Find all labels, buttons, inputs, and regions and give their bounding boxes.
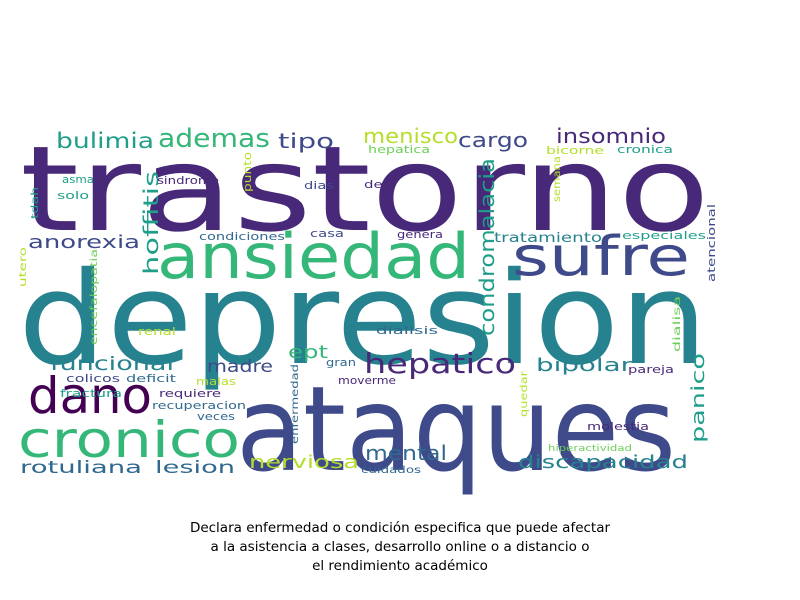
word-recuperacion: recuperacion <box>152 399 246 412</box>
word-ataques: ataques <box>236 360 676 498</box>
word-malas: malas <box>196 375 236 388</box>
word-cronica: cronica <box>617 143 673 156</box>
word-cargo: cargo <box>458 128 528 152</box>
word-bulimia: bulimia <box>56 129 154 153</box>
word-genera: genera <box>397 228 443 241</box>
word-veces: veces <box>197 410 235 423</box>
word-menisco: menisco <box>363 124 458 148</box>
word-anorexia: anorexia <box>28 232 140 253</box>
word-bipolar: bipolar <box>536 355 633 376</box>
word-ansiedad: ansiedad <box>157 220 470 293</box>
word-enfermedad: enfermedad <box>290 364 301 444</box>
word-dialisis: dialisis <box>376 324 438 337</box>
caption-line-1: Declara enfermedad o condición especific… <box>189 520 611 536</box>
word-poder: poder <box>95 180 106 217</box>
word-colicos: colicos <box>66 372 120 385</box>
word-punto: punto <box>241 152 254 192</box>
word-quedar: quedar <box>519 370 530 417</box>
word-encefalopatia: encefalopatia <box>89 249 100 345</box>
word-solo: solo <box>57 189 89 202</box>
word-condiciones: condiciones <box>199 230 285 243</box>
word-hiperactividad: hiperactividad <box>548 444 632 454</box>
word-fractura: fractura <box>60 387 122 400</box>
word-deficit: deficit <box>126 372 177 385</box>
word-atencional: atencional <box>705 204 718 282</box>
word-sufre: sufre <box>512 225 690 288</box>
word-bicorne: bicorne <box>546 144 604 157</box>
word-dialisa: dialisa <box>672 296 683 352</box>
word-discapacidad: discapacidad <box>518 452 688 473</box>
word-sindrome: sindrome <box>157 174 219 187</box>
word-molestia: molestia <box>587 420 649 433</box>
word-mental: mental <box>365 441 447 465</box>
word-dias: dias <box>304 179 334 192</box>
caption-line-2: a la asistencia a clases, desarrollo onl… <box>210 539 590 555</box>
word-hoffitis: hoffitis <box>139 171 163 275</box>
word-depresion: depresion <box>18 245 708 394</box>
word-insomnio: insomnio <box>556 124 666 148</box>
word-especiales: especiales <box>622 229 706 242</box>
word-gran: gran <box>326 356 356 369</box>
word-semana: semana <box>552 156 563 202</box>
word-cuidados: cuidados <box>361 465 421 476</box>
word-hepatico: hepatico <box>364 347 516 380</box>
word-ept: ept <box>288 342 328 363</box>
word-utero: utero <box>18 247 29 287</box>
word-ademas: ademas <box>158 124 270 154</box>
word-trastorno: trastorno <box>20 120 710 258</box>
word-panico: panico <box>688 353 709 443</box>
word-hepatica: hepatica <box>368 143 430 156</box>
word-deja: deja <box>364 178 396 191</box>
word-cronico: cronico <box>18 411 240 469</box>
word-moverme: moverme <box>338 374 396 387</box>
caption-line-3: el rendimiento académico <box>312 558 488 574</box>
word-requiere: requiere <box>159 387 221 400</box>
word-renal: renal <box>138 325 176 338</box>
word-casa: casa <box>310 227 344 240</box>
word-asma: asma <box>62 173 94 186</box>
word-dano: dano <box>28 367 152 425</box>
word-tipo: tipo <box>278 129 334 153</box>
word-funcional: funcional <box>50 353 174 375</box>
word-lesion: lesion <box>155 458 235 478</box>
word-nerviosa: nerviosa <box>249 452 359 473</box>
figure-caption: Declara enfermedad o condición especific… <box>150 519 650 576</box>
word-tratamiento: tratamiento <box>494 231 602 246</box>
word-rotuliana: rotuliana <box>20 458 142 478</box>
word-condromalacia: condromalacia <box>475 158 499 336</box>
word-pareja: pareja <box>628 363 674 376</box>
word-tdah: tdah <box>30 187 41 219</box>
word-madre: madre <box>207 357 273 377</box>
